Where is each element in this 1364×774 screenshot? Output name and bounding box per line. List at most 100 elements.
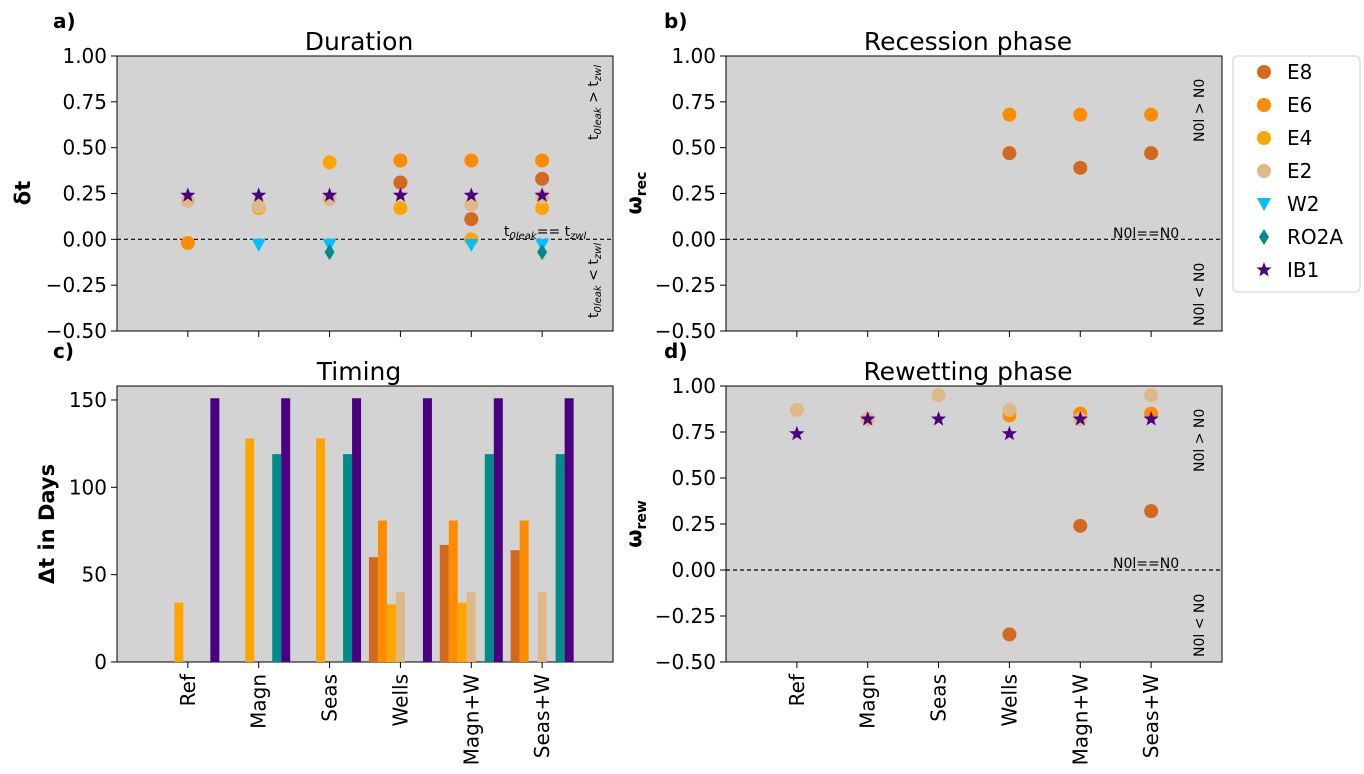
point-w2 <box>464 238 479 252</box>
bar-e4 <box>174 602 184 662</box>
point-ro2a <box>324 244 335 261</box>
panel-a-title: Duration <box>305 27 414 56</box>
panel-b-annotation-mid: N0l==N0 <box>1113 226 1179 242</box>
point-e2 <box>464 197 479 212</box>
y-tick-label: 0.00 <box>671 227 716 251</box>
y-tick-label: 0.25 <box>671 512 716 536</box>
panel-b-plot-area <box>725 55 1223 332</box>
point-e4 <box>535 201 550 216</box>
point-ib1 <box>1143 411 1159 426</box>
x-tick-label: Ref <box>785 673 809 706</box>
panel-b-annotation-top: N0l > N0 <box>1192 79 1208 142</box>
legend-marker-w2 <box>1257 198 1271 211</box>
point-e8 <box>1073 160 1088 175</box>
panel-d-rewetting: d) Rewetting phase ωrew N0l > N0 N0l==N0… <box>622 339 1223 663</box>
point-e2 <box>180 193 195 208</box>
bar-ro2a <box>343 454 353 662</box>
bar-e4 <box>245 438 255 662</box>
y-tick-label: 0.50 <box>62 136 107 160</box>
bar-ib1 <box>422 398 432 662</box>
y-tick-label: 0.00 <box>671 558 716 582</box>
point-ib1 <box>789 425 805 441</box>
y-tick-label: 0.25 <box>62 182 107 206</box>
bar-ib1 <box>210 398 220 662</box>
y-tick-label: 0.00 <box>62 227 107 251</box>
point-e8 <box>1144 146 1159 161</box>
y-tick-label: 0.75 <box>671 420 716 444</box>
point-e6 <box>1144 107 1159 122</box>
x-tick-label: Seas <box>927 674 951 722</box>
x-tick-label: Magn+W <box>1068 674 1092 766</box>
panel-c-timing: c) Timing Δt in Days <box>35 339 614 663</box>
bar-ib1 <box>281 398 291 662</box>
y-tick-label: 0.75 <box>671 90 716 114</box>
panel-d-letter: d) <box>664 339 687 363</box>
panel-d-annotation-bottom: N0l < N0 <box>1192 594 1208 657</box>
legend-marker-e6 <box>1257 98 1271 112</box>
point-e2 <box>1144 388 1159 403</box>
point-e4 <box>393 201 408 216</box>
y-tick-label: 0.50 <box>671 466 716 490</box>
point-e2 <box>931 388 946 403</box>
panel-b-recession: b) Recession phase ωrec N0l > N0 N0l==N0… <box>622 9 1223 332</box>
y-tick-label: −0.50 <box>655 650 716 674</box>
point-ib1 <box>392 187 409 202</box>
point-e8 <box>535 171 550 186</box>
panel-a-plot-area <box>116 55 614 332</box>
legend-label-ro2a: RO2A <box>1287 225 1343 249</box>
panel-d-plot-area <box>725 385 1223 663</box>
point-e6 <box>1073 107 1088 122</box>
point-ib1 <box>463 187 479 202</box>
y-tick-label: −0.25 <box>655 273 716 297</box>
panel-b-title: Recession phase <box>864 27 1072 56</box>
y-tick-label: 1.00 <box>62 44 107 68</box>
y-tick-label: 50 <box>82 563 107 587</box>
point-e8 <box>464 212 479 227</box>
panel-d-annotation-mid: N0l==N0 <box>1113 556 1179 572</box>
point-e6 <box>1002 107 1017 122</box>
panel-a-marks: 1.00 0.75 0.50 0.25 0.00 −0.25 −0.50 <box>46 44 613 343</box>
panel-d-annotation-top: N0l > N0 <box>1192 409 1208 472</box>
legend-label-e4: E4 <box>1287 126 1312 150</box>
bar-e8 <box>510 550 520 662</box>
point-ib1 <box>321 187 338 202</box>
legend-label-e2: E2 <box>1287 159 1312 183</box>
legend: E8 E6 E4 E2 W2 RO2A IB1 <box>1232 55 1361 293</box>
panel-d-title: Rewetting phase <box>863 357 1072 386</box>
bar-e2 <box>395 592 405 662</box>
x-tick-label: Wells <box>388 674 412 726</box>
panel-a-duration: a) Duration δt t0leak > tzwl t0leak== tz… <box>11 9 614 332</box>
y-tick-label: −0.50 <box>46 319 107 343</box>
x-tick-label: Magn <box>856 674 880 729</box>
y-tick-label: 150 <box>69 388 107 412</box>
legend-marker-e8 <box>1257 65 1271 79</box>
bar-e8 <box>368 557 378 662</box>
point-ib1 <box>534 187 550 202</box>
bar-e4 <box>386 604 396 662</box>
x-tick-label: Ref <box>176 673 200 706</box>
legend-marker-ro2a <box>1259 229 1269 245</box>
point-e2 <box>251 199 266 214</box>
y-tick-label: 1.00 <box>671 44 716 68</box>
point-e6 <box>535 153 550 168</box>
x-tick-label: Seas <box>318 674 342 722</box>
y-tick-label: 1.00 <box>671 374 716 398</box>
point-e8 <box>1002 146 1017 161</box>
x-tick-label: Seas+W <box>530 674 554 758</box>
chart-marks: 1.00 0.75 0.50 0.25 0.00 −0.25 −0.50 1.00 0.75 0.… <box>46 44 1222 765</box>
x-tick-label: Magn+W <box>459 674 483 766</box>
x-tick-label: Magn <box>247 674 271 729</box>
point-ib1 <box>1001 425 1018 441</box>
bar-ib1 <box>352 398 362 662</box>
point-w2 <box>251 238 266 252</box>
legend-label-w2: W2 <box>1287 192 1320 216</box>
point-e8 <box>1002 627 1017 642</box>
point-ib1 <box>930 411 947 426</box>
panel-c-ylabel: Δt in Days <box>35 464 59 584</box>
legend-marker-e2 <box>1257 164 1271 178</box>
x-tick-label: Wells <box>997 674 1021 726</box>
bar-ib1 <box>564 398 574 662</box>
point-e8 <box>1144 504 1159 519</box>
bar-e4 <box>457 602 467 662</box>
point-ib1 <box>1072 411 1088 426</box>
